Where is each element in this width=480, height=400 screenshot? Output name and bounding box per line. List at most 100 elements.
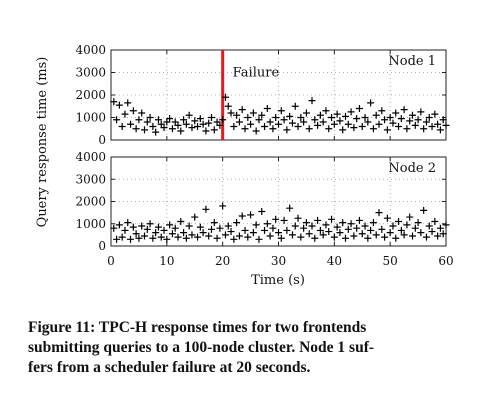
data-point xyxy=(400,106,408,114)
x-tick-label: 60 xyxy=(438,254,453,268)
caption-line-3: fers from a scheduler failure at 20 seco… xyxy=(28,359,311,376)
data-point xyxy=(286,112,294,120)
data-point xyxy=(361,222,369,230)
data-point xyxy=(300,118,308,126)
data-point xyxy=(113,235,121,243)
data-point xyxy=(135,234,143,242)
data-point xyxy=(154,223,162,231)
data-point xyxy=(221,93,229,101)
data-point xyxy=(110,98,118,106)
data-point xyxy=(180,116,188,124)
data-point xyxy=(168,230,176,238)
data-point xyxy=(353,115,361,123)
data-point xyxy=(386,229,394,237)
data-point xyxy=(233,219,241,227)
data-point xyxy=(305,230,313,238)
data-point xyxy=(300,224,308,232)
data-point xyxy=(171,224,179,232)
data-point xyxy=(152,128,160,136)
data-point xyxy=(227,109,235,117)
data-point xyxy=(141,232,148,240)
data-point xyxy=(241,226,249,234)
data-point xyxy=(115,221,123,229)
data-point xyxy=(255,235,263,243)
data-point xyxy=(194,233,202,241)
data-point xyxy=(305,125,313,133)
data-point xyxy=(308,97,316,105)
data-point xyxy=(113,116,121,124)
data-point xyxy=(369,125,377,133)
data-point xyxy=(272,114,280,121)
data-point xyxy=(182,120,190,128)
data-point xyxy=(202,205,210,213)
data-point xyxy=(261,123,269,130)
data-point xyxy=(115,101,123,109)
data-point xyxy=(196,115,204,123)
data-point xyxy=(157,233,165,241)
data-point xyxy=(252,127,260,135)
data-point xyxy=(344,120,352,128)
y-tick-label: 0 xyxy=(98,133,106,147)
data-point xyxy=(174,121,182,129)
data-point xyxy=(196,223,204,231)
data-point xyxy=(383,214,391,222)
data-point xyxy=(252,221,260,229)
data-point xyxy=(247,211,255,219)
data-point xyxy=(283,126,291,134)
data-point xyxy=(208,225,215,233)
data-point xyxy=(378,225,386,233)
data-point xyxy=(238,212,246,220)
data-point xyxy=(294,123,302,130)
data-point xyxy=(425,114,433,121)
data-point xyxy=(166,221,174,229)
data-point xyxy=(392,234,400,242)
data-point xyxy=(244,114,252,121)
data-point xyxy=(403,125,411,133)
data-point xyxy=(199,120,207,128)
data-point xyxy=(342,112,349,120)
data-point xyxy=(294,214,302,222)
data-point xyxy=(124,219,132,227)
data-point xyxy=(249,229,257,237)
data-point xyxy=(124,99,132,107)
data-point xyxy=(258,111,266,119)
data-point xyxy=(205,119,213,127)
data-point xyxy=(258,208,266,216)
data-point xyxy=(135,116,143,124)
data-point xyxy=(434,120,442,128)
data-point xyxy=(355,105,363,112)
data-point xyxy=(333,223,341,231)
data-point xyxy=(339,126,347,134)
data-point xyxy=(431,110,439,118)
data-point xyxy=(314,121,322,129)
data-point xyxy=(439,116,447,124)
y-tick-label: 4000 xyxy=(75,43,106,57)
data-point xyxy=(328,114,336,121)
data-point xyxy=(428,123,436,130)
data-point xyxy=(364,234,372,242)
data-point xyxy=(230,235,238,243)
data-point xyxy=(336,229,344,237)
data-point xyxy=(221,231,229,239)
data-point xyxy=(121,226,129,234)
data-point xyxy=(280,216,288,224)
data-point xyxy=(266,118,274,126)
data-point xyxy=(358,230,366,238)
data-point xyxy=(431,218,439,226)
data-point xyxy=(375,209,383,217)
data-point xyxy=(174,233,182,241)
data-point xyxy=(339,219,347,227)
data-point xyxy=(392,109,400,117)
data-point xyxy=(132,125,140,133)
data-point xyxy=(311,116,319,124)
data-point xyxy=(350,232,358,240)
data-point xyxy=(314,216,322,224)
data-point xyxy=(166,115,174,123)
y-tick-label: 2000 xyxy=(75,195,106,209)
data-point xyxy=(350,124,358,132)
data-point xyxy=(308,222,316,230)
data-point xyxy=(344,225,352,233)
data-point xyxy=(347,108,355,116)
data-point xyxy=(411,121,419,129)
